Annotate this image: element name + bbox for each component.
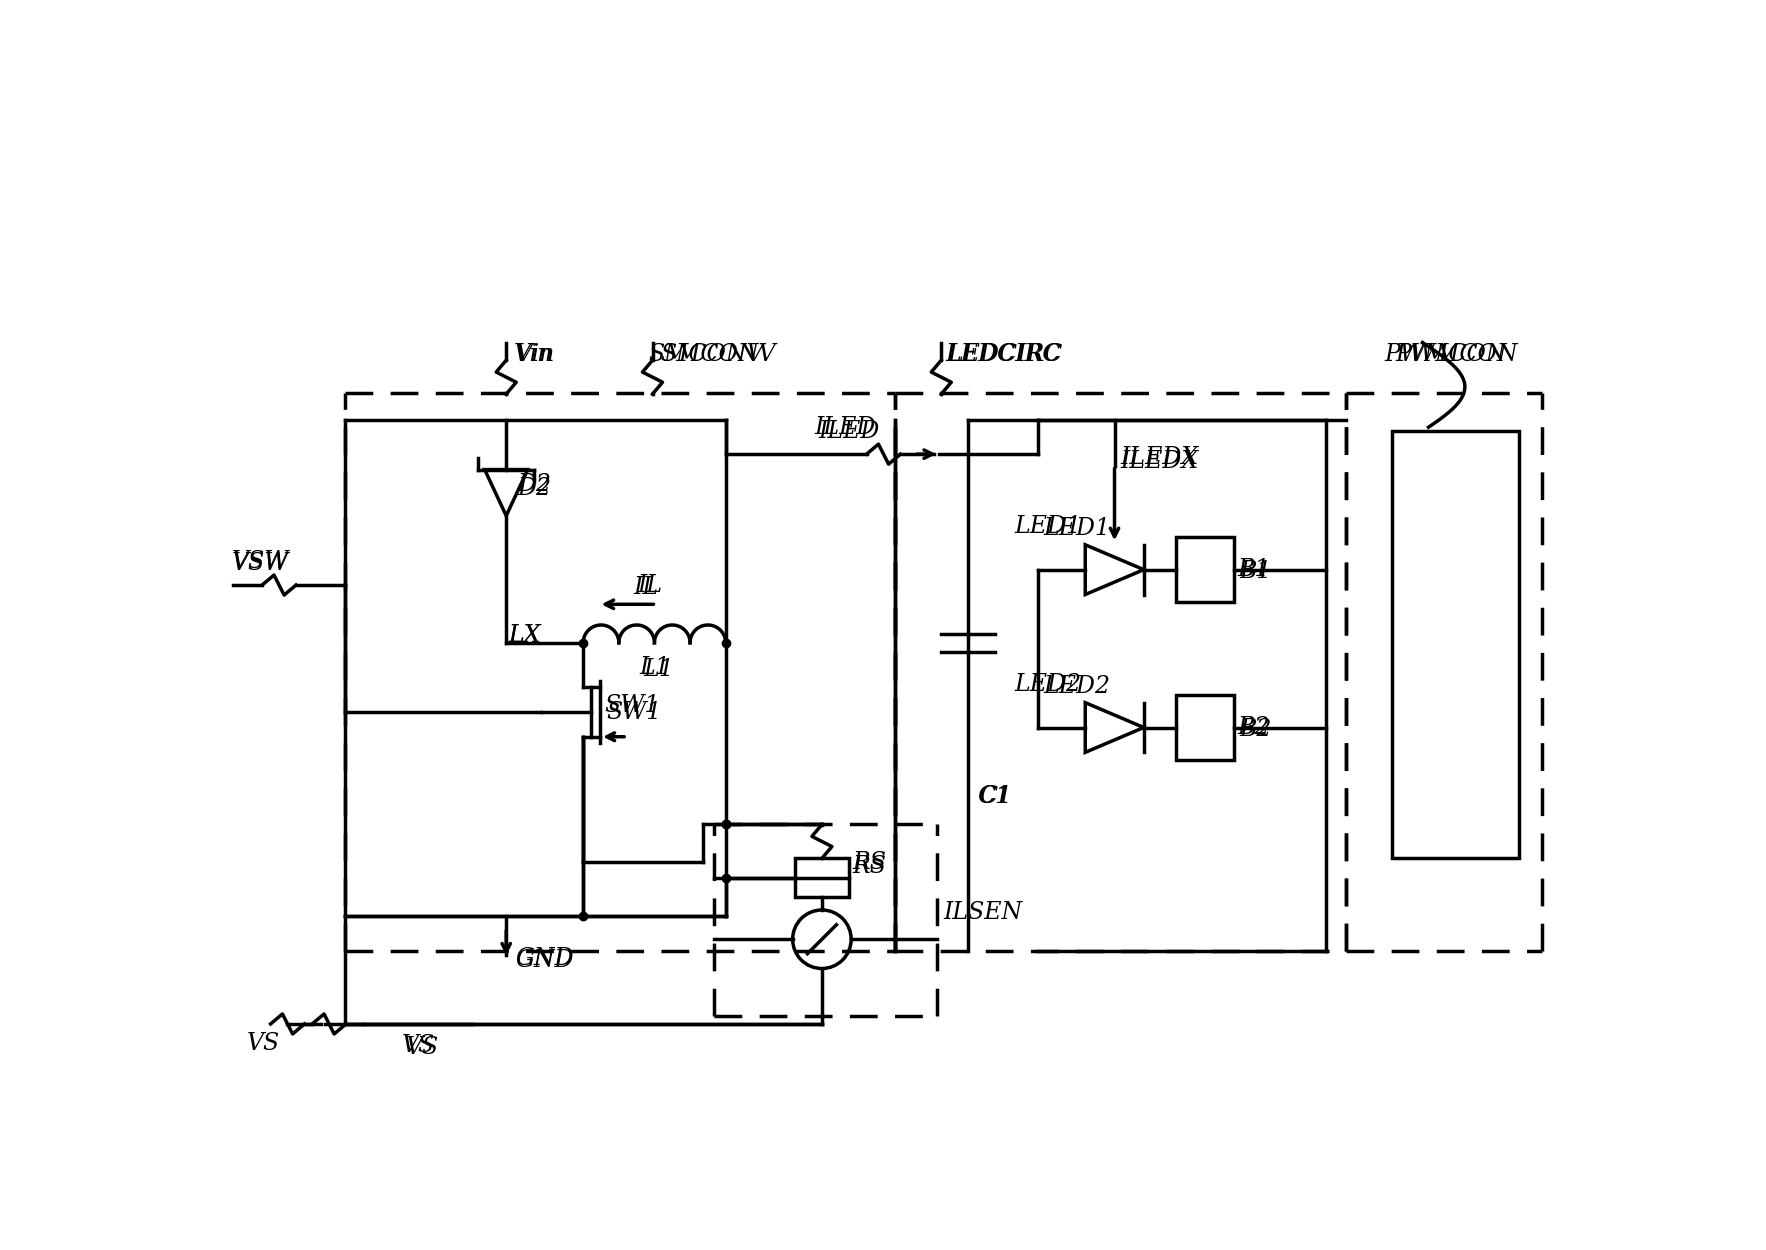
Text: VS: VS [406,1035,440,1059]
Text: ILEDX: ILEDX [1121,450,1199,474]
Text: SW1: SW1 [606,700,662,724]
Text: ILED: ILED [818,420,879,442]
FancyBboxPatch shape [1176,538,1234,602]
FancyBboxPatch shape [1392,431,1519,859]
Text: VS: VS [403,1034,436,1058]
Text: VS: VS [247,1031,279,1055]
Text: ILEDX: ILEDX [1121,446,1199,470]
FancyBboxPatch shape [1176,695,1234,760]
Text: IL: IL [634,576,659,599]
Text: GND: GND [516,949,574,972]
Text: D2: D2 [517,478,551,500]
Text: RS: RS [853,855,887,878]
Text: LX: LX [509,624,540,646]
Text: GND: GND [516,948,574,970]
Text: LED1: LED1 [1014,515,1081,538]
Text: IL: IL [638,574,662,596]
Text: Vin: Vin [514,342,553,365]
Text: D2: D2 [517,474,551,496]
Text: SW1: SW1 [604,695,659,718]
Text: LEDCIRC: LEDCIRC [947,342,1063,365]
Text: B1: B1 [1238,559,1270,581]
Text: Vin: Vin [516,342,555,365]
Text: LEDCIRC: LEDCIRC [945,342,1061,365]
Text: LX: LX [509,624,540,646]
Text: VSW: VSW [231,550,288,574]
Text: PWMCON: PWMCON [1385,342,1506,365]
Text: ILED: ILED [814,416,876,439]
Text: VSW: VSW [231,552,288,575]
Text: LED1: LED1 [1044,518,1109,540]
Text: RS: RS [853,851,887,874]
Text: C1: C1 [978,785,1012,809]
Text: C1: C1 [977,785,1010,809]
Text: ILSEN: ILSEN [943,901,1023,924]
Text: L1: L1 [643,659,673,681]
Text: SMCONV: SMCONV [648,342,765,365]
Text: PWMCON: PWMCON [1395,342,1519,365]
Text: L1: L1 [639,656,669,679]
Text: SMCONV: SMCONV [660,342,775,365]
Text: B2: B2 [1238,716,1270,739]
FancyBboxPatch shape [795,859,849,898]
Text: B2: B2 [1240,718,1272,740]
Text: B1: B1 [1240,560,1272,582]
Text: LED2: LED2 [1014,672,1081,696]
Text: LED2: LED2 [1044,675,1109,699]
